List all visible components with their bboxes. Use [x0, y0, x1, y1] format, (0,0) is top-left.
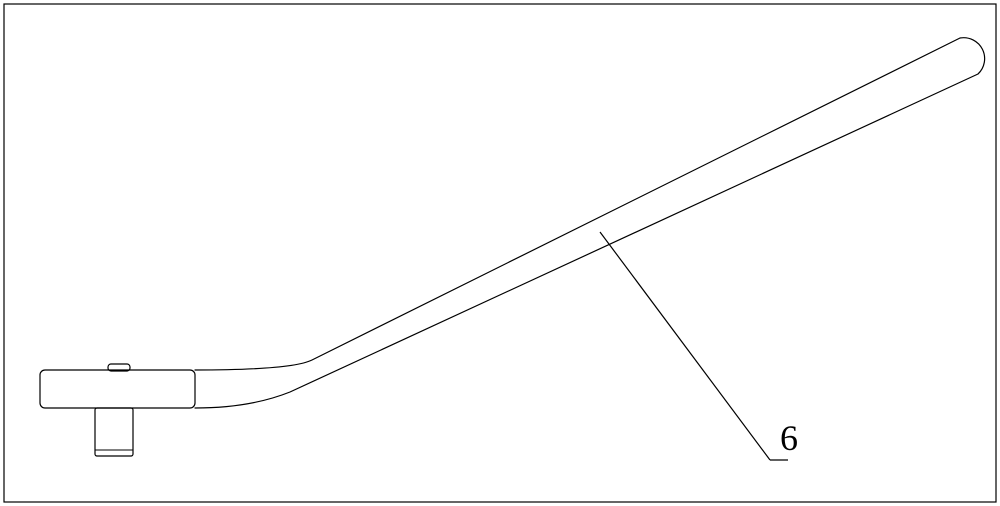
callout-label: 6: [780, 418, 798, 458]
